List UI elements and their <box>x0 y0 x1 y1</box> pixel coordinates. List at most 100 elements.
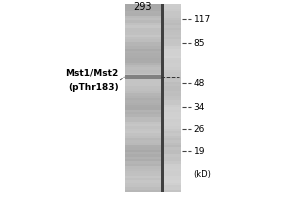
Bar <box>124 182 160 185</box>
Bar <box>124 180 160 183</box>
Bar <box>124 185 160 187</box>
Bar <box>124 135 160 138</box>
Bar <box>164 116 181 119</box>
Bar <box>164 81 181 84</box>
Bar <box>164 34 181 37</box>
Bar <box>164 74 181 77</box>
Bar <box>164 189 181 192</box>
Bar <box>124 173 160 176</box>
Bar <box>164 95 181 98</box>
Bar <box>164 142 181 145</box>
Bar <box>124 20 160 23</box>
Bar <box>164 25 181 27</box>
Bar <box>164 107 181 110</box>
Bar <box>164 114 181 117</box>
Bar <box>124 128 160 131</box>
Bar <box>124 6 160 9</box>
Bar <box>164 69 181 72</box>
Bar <box>124 15 160 18</box>
Bar <box>124 79 160 82</box>
Bar <box>164 178 181 180</box>
Bar <box>164 32 181 35</box>
Bar <box>164 175 181 178</box>
Bar <box>124 107 160 110</box>
Bar <box>164 67 181 70</box>
Bar <box>124 62 160 65</box>
Bar <box>124 98 160 100</box>
Bar <box>124 25 160 27</box>
Bar <box>164 46 181 49</box>
Bar <box>124 44 160 46</box>
Bar <box>124 74 160 77</box>
Bar <box>164 53 181 56</box>
Bar <box>124 4 160 192</box>
Bar <box>164 109 181 112</box>
Bar <box>164 18 181 20</box>
Bar <box>124 114 160 117</box>
Bar <box>124 58 160 60</box>
Bar <box>164 102 181 105</box>
Bar <box>164 170 181 173</box>
Bar <box>164 65 181 67</box>
Bar <box>124 152 160 154</box>
Bar <box>164 173 181 176</box>
Text: 48: 48 <box>194 78 205 88</box>
Text: 26: 26 <box>194 124 205 134</box>
Bar <box>164 159 181 161</box>
Bar <box>124 112 160 114</box>
Bar <box>124 163 160 166</box>
Bar <box>164 48 181 51</box>
Bar <box>164 91 181 93</box>
Bar <box>124 159 160 161</box>
Text: 19: 19 <box>194 146 205 156</box>
Bar <box>164 20 181 23</box>
Bar <box>164 22 181 25</box>
Bar <box>164 93 181 96</box>
Bar <box>124 105 160 107</box>
Bar <box>164 41 181 44</box>
Bar <box>164 185 181 187</box>
Bar <box>124 27 160 30</box>
Bar <box>124 166 160 168</box>
Bar <box>124 91 160 93</box>
Bar <box>164 58 181 60</box>
Bar <box>124 100 160 103</box>
Bar <box>164 11 181 13</box>
Bar <box>164 128 181 131</box>
Bar <box>124 36 160 39</box>
Bar <box>124 53 160 56</box>
Text: 293: 293 <box>133 2 152 12</box>
Bar <box>124 149 160 152</box>
Bar <box>164 130 181 133</box>
Bar <box>124 75 160 79</box>
Bar <box>124 138 160 140</box>
Bar <box>124 126 160 129</box>
Bar <box>124 32 160 35</box>
Bar <box>124 86 160 89</box>
Bar <box>124 39 160 42</box>
Bar <box>124 145 160 147</box>
Bar <box>164 39 181 42</box>
Bar <box>124 121 160 124</box>
Bar <box>164 149 181 152</box>
Bar <box>164 86 181 89</box>
Bar <box>164 126 181 129</box>
Bar <box>124 116 160 119</box>
Bar <box>124 88 160 91</box>
Bar <box>164 79 181 82</box>
Bar <box>124 69 160 72</box>
Bar <box>164 6 181 9</box>
Bar <box>124 161 160 164</box>
Bar <box>164 13 181 16</box>
Bar <box>124 119 160 121</box>
Bar <box>164 100 181 103</box>
Bar <box>164 8 181 11</box>
Bar <box>124 178 160 180</box>
Text: (kD): (kD) <box>194 170 211 180</box>
Bar <box>164 166 181 168</box>
Bar <box>164 161 181 164</box>
Bar <box>124 140 160 143</box>
Bar <box>164 152 181 154</box>
Bar <box>124 65 160 67</box>
Bar <box>164 168 181 171</box>
